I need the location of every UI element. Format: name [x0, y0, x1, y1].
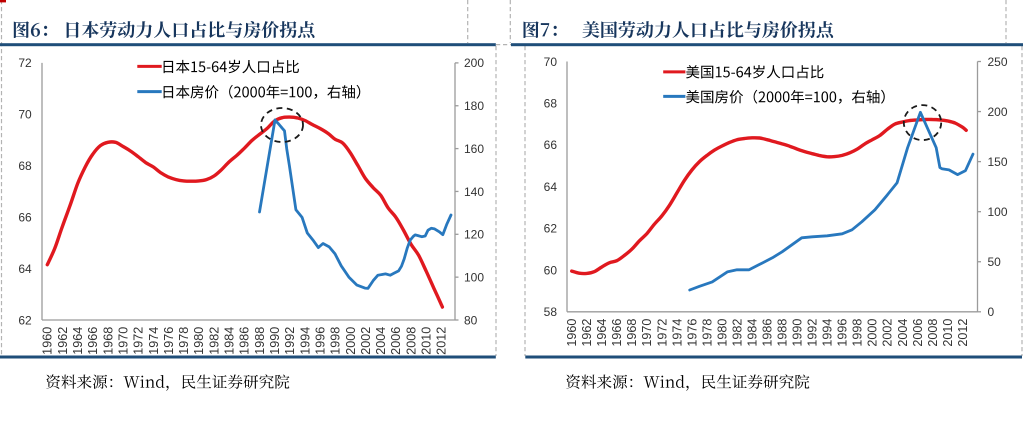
svg-text:2010: 2010 — [420, 327, 434, 355]
svg-text:2002: 2002 — [359, 327, 373, 355]
svg-text:1986: 1986 — [238, 327, 252, 355]
svg-text:1984: 1984 — [746, 319, 760, 347]
svg-text:70: 70 — [544, 55, 558, 69]
svg-text:0: 0 — [988, 305, 995, 319]
svg-text:140: 140 — [464, 185, 484, 199]
svg-text:1966: 1966 — [610, 319, 624, 347]
svg-text:1962: 1962 — [580, 319, 594, 347]
svg-text:1998: 1998 — [329, 327, 343, 355]
svg-text:1978: 1978 — [700, 319, 714, 347]
svg-text:68: 68 — [544, 97, 558, 111]
svg-text:1968: 1968 — [625, 319, 639, 347]
svg-text:64: 64 — [18, 262, 32, 276]
svg-text:60: 60 — [544, 263, 558, 277]
svg-text:1970: 1970 — [640, 319, 654, 347]
svg-text:2004: 2004 — [374, 327, 388, 355]
svg-text:1994: 1994 — [821, 319, 835, 347]
svg-text:62: 62 — [544, 222, 558, 236]
svg-text:1990: 1990 — [791, 319, 805, 347]
svg-text:2006: 2006 — [389, 327, 403, 355]
svg-text:2012: 2012 — [435, 327, 449, 355]
svg-text:1996: 1996 — [836, 319, 850, 347]
svg-text:68: 68 — [18, 159, 32, 173]
svg-text:200: 200 — [988, 105, 1008, 119]
svg-text:100: 100 — [464, 270, 484, 284]
svg-text:1972: 1972 — [655, 319, 669, 347]
svg-text:150: 150 — [988, 155, 1008, 169]
svg-text:2000: 2000 — [344, 327, 358, 355]
svg-text:2006: 2006 — [911, 319, 925, 347]
svg-text:1964: 1964 — [71, 327, 85, 355]
svg-text:62: 62 — [18, 313, 32, 327]
svg-text:1962: 1962 — [56, 327, 70, 355]
svg-text:250: 250 — [988, 55, 1008, 69]
svg-text:1974: 1974 — [670, 319, 684, 347]
svg-text:2008: 2008 — [404, 327, 418, 355]
svg-text:66: 66 — [544, 138, 558, 152]
svg-text:1992: 1992 — [806, 319, 820, 347]
svg-text:2008: 2008 — [926, 319, 940, 347]
svg-text:1982: 1982 — [730, 319, 744, 347]
svg-text:1988: 1988 — [253, 327, 267, 355]
svg-text:1968: 1968 — [101, 327, 115, 355]
svg-text:100: 100 — [988, 205, 1008, 219]
svg-text:1980: 1980 — [192, 327, 206, 355]
svg-text:50: 50 — [988, 255, 1002, 269]
svg-text:200: 200 — [464, 56, 484, 70]
svg-text:1974: 1974 — [147, 327, 161, 355]
svg-text:72: 72 — [18, 56, 32, 70]
svg-text:1984: 1984 — [223, 327, 237, 355]
svg-text:1978: 1978 — [177, 327, 191, 355]
svg-text:1964: 1964 — [595, 319, 609, 347]
svg-text:1960: 1960 — [41, 327, 55, 355]
svg-text:64: 64 — [544, 180, 558, 194]
svg-text:1976: 1976 — [162, 327, 176, 355]
svg-text:1982: 1982 — [207, 327, 221, 355]
svg-text:160: 160 — [464, 142, 484, 156]
svg-text:2012: 2012 — [956, 319, 970, 347]
svg-text:58: 58 — [544, 305, 558, 319]
svg-text:1986: 1986 — [761, 319, 775, 347]
svg-text:2000: 2000 — [866, 319, 880, 347]
svg-text:66: 66 — [18, 211, 32, 225]
svg-text:1992: 1992 — [283, 327, 297, 355]
svg-text:1970: 1970 — [117, 327, 131, 355]
svg-text:1960: 1960 — [565, 319, 579, 347]
svg-text:80: 80 — [464, 313, 478, 327]
svg-text:2004: 2004 — [896, 319, 910, 347]
svg-text:180: 180 — [464, 99, 484, 113]
svg-text:1976: 1976 — [685, 319, 699, 347]
svg-text:1966: 1966 — [86, 327, 100, 355]
svg-text:1996: 1996 — [314, 327, 328, 355]
svg-text:120: 120 — [464, 228, 484, 242]
svg-text:1988: 1988 — [776, 319, 790, 347]
svg-text:2002: 2002 — [881, 319, 895, 347]
svg-text:1998: 1998 — [851, 319, 865, 347]
svg-text:1994: 1994 — [298, 327, 312, 355]
svg-text:1980: 1980 — [715, 319, 729, 347]
svg-text:1990: 1990 — [268, 327, 282, 355]
svg-text:1972: 1972 — [132, 327, 146, 355]
svg-text:2010: 2010 — [941, 319, 955, 347]
svg-text:70: 70 — [18, 108, 32, 122]
